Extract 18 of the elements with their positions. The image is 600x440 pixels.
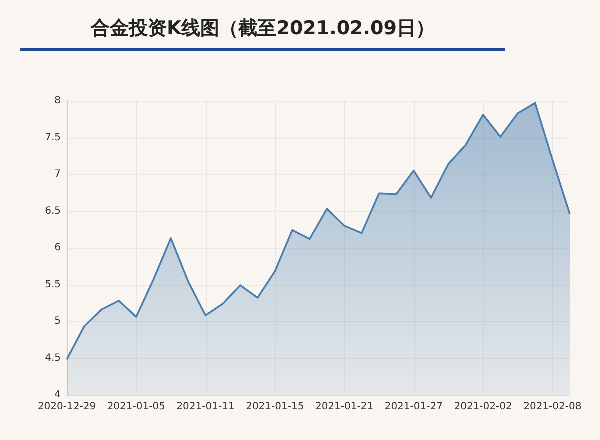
x-tick-label: 2020-12-29 bbox=[38, 402, 96, 412]
x-tick-label: 2021-01-11 bbox=[176, 402, 235, 412]
x-tick-label: 2021-01-21 bbox=[315, 402, 374, 412]
y-tick-label: 4.5 bbox=[45, 352, 61, 364]
y-tick-label: 5 bbox=[54, 316, 61, 327]
y-tick-label: 5.5 bbox=[45, 279, 61, 290]
y-tick-label: 7 bbox=[54, 169, 61, 180]
x-tick-label: 2021-01-27 bbox=[384, 402, 443, 412]
y-tick-label: 4 bbox=[54, 390, 61, 400]
x-tick-label: 2021-02-08 bbox=[524, 402, 582, 412]
y-tick-label: 6.5 bbox=[45, 206, 61, 217]
y-tick-label: 7.5 bbox=[45, 132, 61, 144]
x-tick-label: 2021-01-15 bbox=[246, 402, 304, 412]
y-tick-label: 6 bbox=[54, 242, 61, 254]
x-tick-label: 2021-02-02 bbox=[454, 402, 512, 412]
x-tick-label: 2021-01-05 bbox=[107, 402, 166, 412]
chart-title: 合金投资K线图（截至2021.02.09日） bbox=[90, 18, 435, 40]
y-tick-label: 8 bbox=[54, 96, 61, 106]
